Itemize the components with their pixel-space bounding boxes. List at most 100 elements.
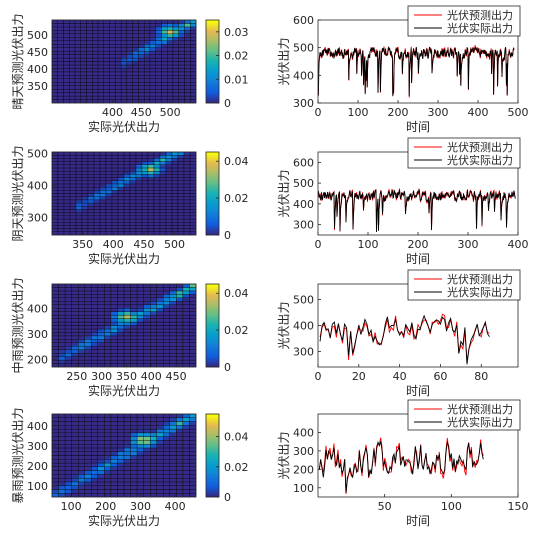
cloudy-heatmap-cell xyxy=(81,228,89,232)
cloudy-heatmap-ylabel: 阴天预测光伏出力 xyxy=(11,145,25,241)
rainstorm-heatmap-cell xyxy=(143,481,151,486)
cloudy-heatmap-cell xyxy=(81,174,89,178)
sunny-heatmap-cell xyxy=(86,40,93,45)
sunny-heatmap-cell xyxy=(138,78,145,83)
sunny-heatmap-cell xyxy=(86,23,93,28)
cloudy-heatmap-cell xyxy=(117,206,125,210)
cloudy-heatmap-cell xyxy=(147,212,155,217)
sunny-heatmap-cell xyxy=(92,61,99,66)
sunny-heatmap-cell xyxy=(69,78,76,83)
moderate-rain-heatmap-cell xyxy=(71,304,79,309)
cloudy-heatmap-cell xyxy=(93,199,101,204)
rainstorm-heatmap-cell xyxy=(176,428,184,434)
sunny-heatmap-cell xyxy=(97,40,105,45)
sunny-heatmap-colorbar-step xyxy=(206,61,219,64)
moderate-rain-heatmap-cell xyxy=(150,356,157,361)
cloudy-heatmap-cell xyxy=(147,196,155,201)
sunny-heatmap-cell xyxy=(149,85,156,90)
rainstorm-heatmap-cell xyxy=(91,493,98,498)
sunny-heatmap-cell xyxy=(190,82,197,86)
moderate-rain-heatmap-cell xyxy=(84,290,92,295)
sunny-heatmap-cell xyxy=(126,57,133,62)
cloudy-heatmap-cell xyxy=(123,180,131,185)
rainstorm-heatmap-cell xyxy=(156,462,164,467)
sunny-heatmap-cell xyxy=(172,88,179,93)
moderate-rain-heatmap-cell xyxy=(58,283,66,288)
moderate-rain-heatmap-cell xyxy=(123,352,131,357)
cloudy-heatmap-cell xyxy=(93,174,101,178)
moderate-rain-heatmap-cell xyxy=(189,335,197,340)
cloudy-heatmap-colorbar-step xyxy=(206,156,219,159)
sunny-heatmap-cell xyxy=(132,95,139,100)
sunny-heatmap-cell xyxy=(63,71,70,76)
moderate-rain-heatmap-colorbar-step xyxy=(206,306,219,310)
cloudy-heatmap-cell xyxy=(111,167,119,172)
sunny-heatmap-cell xyxy=(149,50,156,55)
moderate-rain-heatmap-cell xyxy=(91,304,98,309)
moderate-rain-heatmap-cell xyxy=(189,287,197,292)
moderate-rain-heatmap-cell xyxy=(64,283,72,288)
sunny-line-series-actual xyxy=(317,46,515,97)
moderate-rain-heatmap-cell xyxy=(71,339,79,343)
moderate-rain-heatmap-cell xyxy=(182,287,190,292)
sunny-heatmap-cell xyxy=(97,57,105,62)
rainstorm-heatmap-cell xyxy=(123,470,131,475)
cloudy-heatmap-cell xyxy=(183,206,191,210)
cloudy-heatmap-cell xyxy=(57,161,65,165)
sunny-heatmap-cell xyxy=(115,50,122,55)
moderate-rain-heatmap-cell xyxy=(169,301,177,305)
cloudy-heatmap-cell xyxy=(117,170,125,175)
sunny-heatmap-cell xyxy=(97,61,105,66)
sunny-heatmap-cell xyxy=(184,19,191,24)
sunny-heatmap-cell xyxy=(143,37,151,41)
sunny-heatmap-cell xyxy=(167,92,174,97)
cloudy-heatmap-cell xyxy=(183,183,191,188)
cloudy-heatmap-cell xyxy=(147,228,155,232)
moderate-rain-heatmap-cell xyxy=(91,328,98,333)
rainstorm-heatmap-cell xyxy=(91,425,98,430)
cloudy-heatmap-cell xyxy=(147,186,155,191)
cloudy-heatmap-cell xyxy=(93,155,101,159)
rainstorm-heatmap-cell xyxy=(110,451,118,456)
moderate-rain-heatmap-cell xyxy=(130,308,138,312)
moderate-rain-heatmap-cell xyxy=(78,287,85,292)
moderate-rain-heatmap-colorbar-step xyxy=(206,308,219,312)
moderate-rain-heatmap-xtick-label-3: 400 xyxy=(141,370,162,383)
moderate-rain-heatmap-cell xyxy=(97,287,105,292)
cloudy-heatmap-cell xyxy=(165,231,173,236)
sunny-heatmap-cell xyxy=(103,64,110,69)
cloudy-heatmap-cell xyxy=(189,228,197,232)
cloudy-heatmap-cell xyxy=(177,215,185,220)
cloudy-heatmap-cell xyxy=(183,177,191,181)
rainstorm-heatmap-colorbar-step xyxy=(206,492,219,496)
cloudy-heatmap-cell xyxy=(159,190,167,194)
sunny-heatmap-colorbar-step xyxy=(206,80,219,83)
cloudy-heatmap-cell xyxy=(141,158,149,162)
rainstorm-heatmap-cell xyxy=(150,447,157,452)
sunny-heatmap-cell xyxy=(97,23,105,28)
sunny-heatmap-cell xyxy=(161,47,168,52)
moderate-rain-heatmap-cell xyxy=(136,363,144,368)
rainstorm-heatmap-cell xyxy=(91,432,98,437)
sunny-heatmap-cell xyxy=(178,37,185,41)
sunny-heatmap-cell xyxy=(178,95,185,100)
cloudy-heatmap-cell xyxy=(135,228,143,232)
rainstorm-heatmap-cell xyxy=(182,413,190,418)
cloudy-heatmap-cell xyxy=(57,215,65,220)
cloudy-heatmap-cell xyxy=(147,225,155,229)
cloudy-heatmap-cell xyxy=(135,231,143,236)
sunny-heatmap-cell xyxy=(143,68,151,73)
moderate-rain-heatmap-colorbar-step xyxy=(206,342,219,345)
rainstorm-heatmap-cell xyxy=(163,481,170,486)
sunny-heatmap-cell xyxy=(167,50,174,55)
sunny-heatmap-cell xyxy=(97,88,105,93)
rainstorm-heatmap-cell xyxy=(130,493,138,498)
cloudy-heatmap-cell xyxy=(63,170,71,175)
sunny-heatmap-cell xyxy=(109,61,116,66)
rainstorm-heatmap-cell xyxy=(123,474,131,479)
moderate-rain-heatmap-cell xyxy=(163,311,170,316)
moderate-rain-heatmap-cell xyxy=(84,311,92,316)
rainstorm-heatmap-colorbar-step xyxy=(206,426,219,429)
